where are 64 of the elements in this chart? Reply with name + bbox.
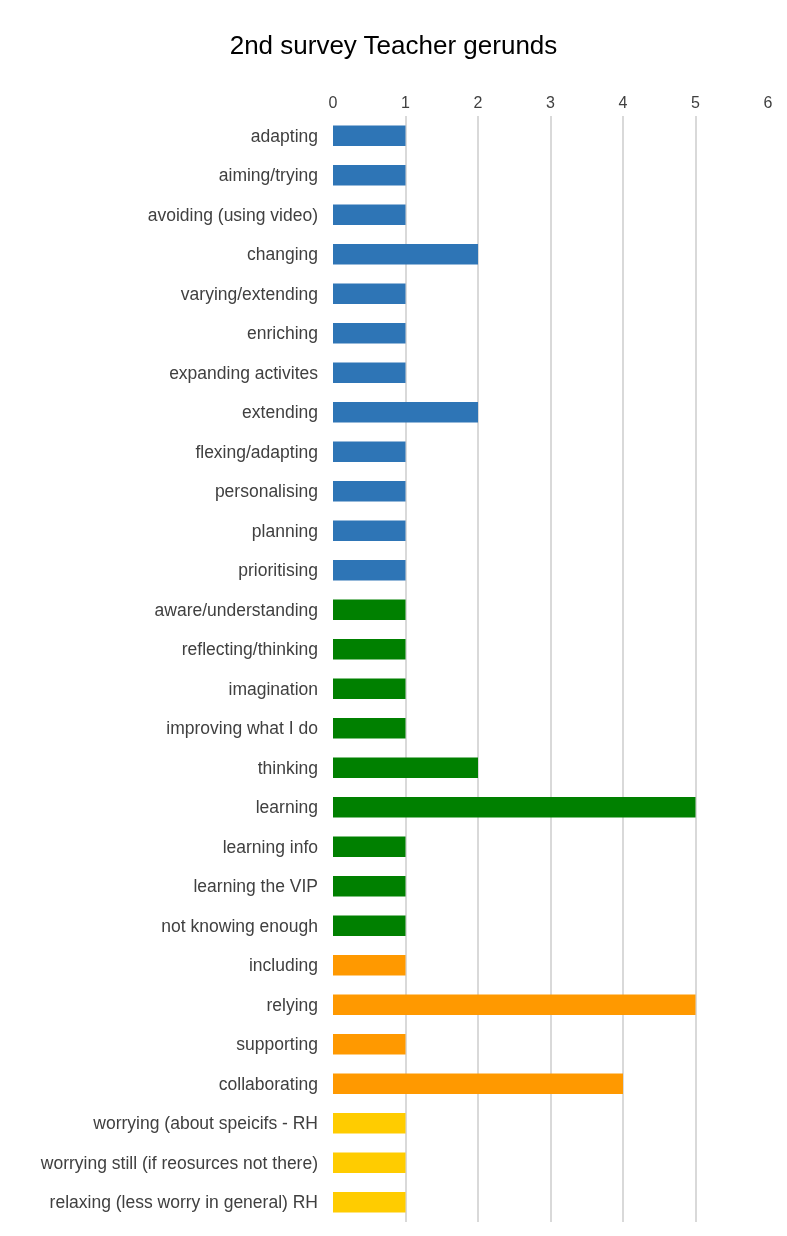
bar xyxy=(333,362,406,384)
y-tick-label: prioritising xyxy=(238,560,318,581)
y-tick-label: improving what I do xyxy=(166,718,318,739)
bar xyxy=(333,520,406,542)
y-tick-label: changing xyxy=(246,244,318,265)
bar xyxy=(333,994,696,1016)
y-tick-label: personalising xyxy=(214,481,318,502)
y-tick-label: enriching xyxy=(246,323,318,344)
x-tick-label: 2 xyxy=(473,93,483,111)
y-tick-label: aware/understanding xyxy=(154,599,318,620)
bar xyxy=(333,441,406,463)
bar xyxy=(333,559,406,581)
y-tick-label: learning info xyxy=(222,836,318,857)
y-tick-label: supporting xyxy=(236,1034,318,1055)
bar xyxy=(333,401,478,423)
bar xyxy=(333,1152,406,1174)
y-tick-label: collaborating xyxy=(218,1073,318,1094)
bar xyxy=(333,204,406,226)
x-tick-label: 0 xyxy=(328,93,338,111)
bar xyxy=(333,796,696,818)
y-tick-label: aiming/trying xyxy=(218,165,318,186)
y-tick-label: adapting xyxy=(250,125,318,146)
x-tick-label: 6 xyxy=(763,93,773,111)
x-tick-label: 1 xyxy=(401,93,411,111)
bar xyxy=(333,322,406,344)
bar xyxy=(333,1073,623,1095)
y-tick-label: varying/extending xyxy=(180,283,318,304)
bar xyxy=(333,480,406,502)
bar xyxy=(333,678,406,700)
y-tick-label: reflecting/thinking xyxy=(181,639,318,660)
bar xyxy=(333,243,478,265)
y-tick-label: relying xyxy=(266,994,318,1015)
bar xyxy=(333,875,406,897)
y-tick-label: flexing/adapting xyxy=(195,441,318,462)
y-tick-label: extending xyxy=(242,402,318,423)
bar xyxy=(333,638,406,660)
y-tick-label: worrying still (if reosurces not there) xyxy=(39,1152,318,1173)
y-tick-label: avoiding (using video) xyxy=(147,204,318,225)
bar xyxy=(333,599,406,621)
bar xyxy=(333,1191,406,1213)
y-tick-label: planning xyxy=(251,520,318,541)
y-tick-label: not knowing enough xyxy=(161,915,318,936)
x-tick-label: 3 xyxy=(546,93,556,111)
y-tick-label: relaxing (less worry in general) RH xyxy=(49,1192,318,1213)
y-tick-label: learning the VIP xyxy=(193,876,318,897)
bar xyxy=(333,717,406,739)
x-tick-label: 4 xyxy=(618,93,628,111)
bar xyxy=(333,954,406,976)
bar xyxy=(333,283,406,305)
y-tick-label: imagination xyxy=(228,678,318,699)
bar xyxy=(333,164,406,186)
bar xyxy=(333,1033,406,1055)
y-tick-label: thinking xyxy=(257,757,318,778)
bar xyxy=(333,915,406,937)
bar xyxy=(333,836,406,858)
chart-title: 2nd survey Teacher gerunds xyxy=(229,30,558,61)
y-tick-label: learning xyxy=(255,797,318,818)
bar xyxy=(333,757,478,779)
bar xyxy=(333,1112,406,1134)
y-tick-label: expanding activites xyxy=(169,362,319,383)
x-tick-label: 5 xyxy=(691,93,701,111)
bar xyxy=(333,125,406,147)
y-tick-label: worrying (about speicifs - RH xyxy=(92,1113,318,1134)
y-tick-label: including xyxy=(248,955,318,976)
